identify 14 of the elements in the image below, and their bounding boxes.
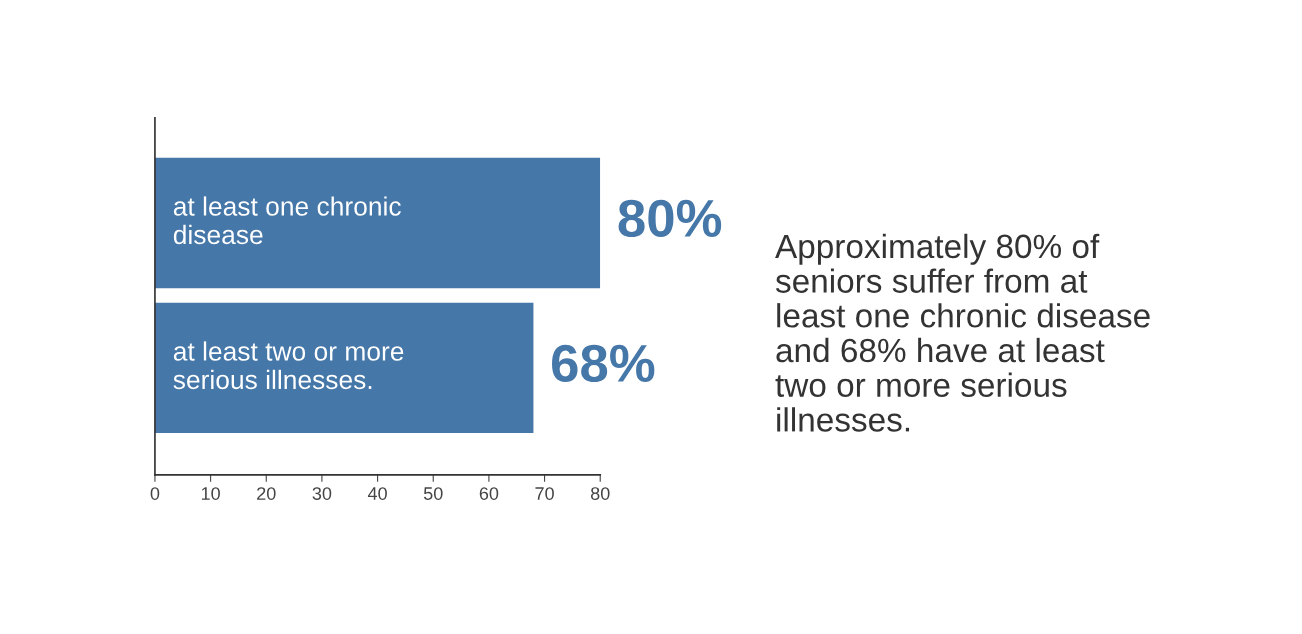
y-tick-label: at least two or more serious illnesses.: [173, 341, 404, 390]
text: Approximately 80% of seniors suffer from at least one chronic disease and 68% have at least two or more serious illnesses.: [775, 233, 1150, 432]
x-tick-label: 0: [150, 487, 160, 500]
x-tick-label: 10: [201, 487, 220, 500]
x-tick-label: 50: [423, 487, 443, 500]
x-tick-label: 70: [535, 487, 554, 500]
x-tick-label: 20: [257, 487, 276, 500]
y-tick-label: at least one chronic disease: [173, 196, 401, 245]
data-label: 68%: [552, 344, 655, 383]
x-tick-label: 80: [590, 487, 610, 500]
x-tick-label: 30: [312, 487, 332, 500]
x-tick-label: 60: [479, 487, 499, 500]
x-tick-label: 40: [367, 487, 387, 500]
data-label: 80%: [618, 199, 722, 238]
